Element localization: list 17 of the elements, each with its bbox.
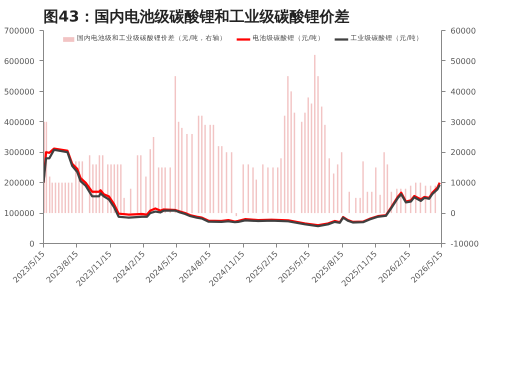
y2-tick-label: 0 [450, 209, 456, 218]
y-tick-label: 200000 [4, 178, 35, 188]
y-tick-label: 0 [29, 240, 35, 248]
y2-tick-label: 50000 [450, 56, 476, 66]
chart-title: 图43：国内电池级碳酸锂和工业级碳酸锂价差 [44, 8, 350, 26]
y2-tick-label: 20000 [450, 148, 476, 158]
y2-tick-label: 30000 [450, 118, 476, 127]
y2-tick-label: 10000 [450, 178, 476, 188]
y-tick-label: 400000 [4, 118, 35, 127]
y-tick-label: 100000 [4, 209, 35, 218]
y2-tick-label: -10000 [450, 240, 479, 248]
y2-tick-label: 60000 [450, 26, 476, 36]
y-tick-label: 700000 [4, 26, 35, 36]
y-tick-label: 600000 [4, 56, 35, 66]
y-tick-label: 500000 [4, 87, 35, 96]
y-tick-label: 300000 [4, 148, 35, 158]
y2-tick-label: 40000 [450, 87, 476, 96]
